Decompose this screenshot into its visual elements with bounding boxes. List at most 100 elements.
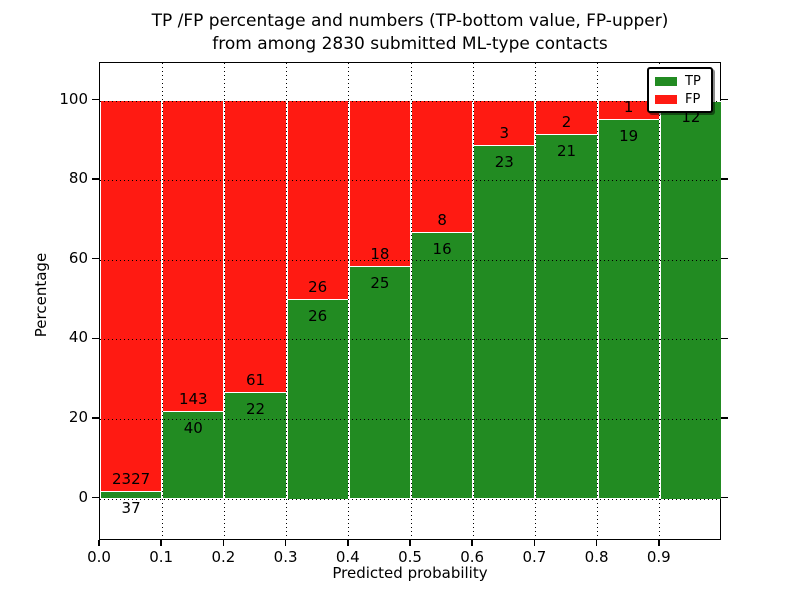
gridline-horizontal	[100, 100, 720, 102]
y-tick-mark	[92, 337, 99, 340]
bar-segment-tp	[163, 411, 224, 499]
bar-label-tp: 40	[183, 418, 203, 437]
x-tick-mark	[347, 540, 349, 546]
y-tick-mark	[721, 337, 728, 340]
chart-title-line-1: TP /FP percentage and numbers (TP-bottom…	[151, 11, 669, 31]
bar-label-fp: 2	[561, 113, 572, 132]
bar-label-fp: 1	[623, 98, 634, 117]
y-tick-mark	[721, 257, 728, 260]
legend-label-tp: TP	[685, 73, 701, 89]
bar-segment-tp	[474, 146, 535, 499]
bar-segment-fp	[536, 100, 597, 136]
bar-segment-tp	[287, 299, 348, 499]
y-tick-label: 40	[68, 328, 88, 347]
x-tick-mark	[222, 540, 225, 546]
x-tick-label: 0.8	[584, 548, 609, 566]
y-tick-label: 60	[68, 248, 88, 267]
x-tick-label: 0.7	[522, 548, 547, 566]
bar-segment-fp	[598, 100, 659, 121]
x-tick-label: 0.5	[398, 548, 422, 566]
bar-label-tp: 23	[494, 153, 514, 172]
x-tick-mark	[658, 540, 660, 546]
bar-segment-tp	[660, 100, 721, 499]
x-tick-mark	[471, 540, 473, 546]
y-tick-mark	[92, 417, 99, 419]
bar-segment-fp	[412, 100, 473, 234]
y-tick-mark	[92, 98, 99, 101]
gridline-vertical	[223, 63, 225, 539]
y-tick-mark	[721, 98, 728, 101]
gridline-vertical	[659, 63, 661, 539]
y-axis-label: Percentage	[32, 252, 50, 338]
bar-label-tp: 22	[245, 400, 266, 418]
gridline-horizontal	[100, 259, 720, 261]
y-tick-mark	[721, 496, 728, 499]
legend-label-fp: FP	[685, 91, 701, 107]
bar-segment-fp	[163, 100, 224, 412]
legend-swatch-fp-icon	[655, 94, 677, 104]
bar-segment-fp	[287, 100, 348, 300]
y-tick-mark	[721, 178, 728, 180]
bar-label-fp: 2327	[112, 470, 151, 489]
x-tick-label: 0.2	[211, 548, 236, 566]
bar-label-tp: 16	[432, 240, 452, 259]
gridline-vertical	[534, 63, 536, 539]
x-tick-label: 0.0	[87, 548, 111, 566]
bar-label-fp: 8	[437, 211, 447, 230]
gridline-vertical	[472, 63, 474, 539]
plot-area: 2327 37 143 40 61 22 26 26 18 25 8 16 3 23 2 21 1 19 12	[99, 62, 721, 540]
legend-swatch-tp-icon	[655, 76, 677, 86]
bar-segment-tp	[225, 393, 286, 499]
gridline-horizontal	[100, 339, 720, 341]
bar-label-fp: 18	[370, 245, 390, 264]
bar-segment-fp	[474, 100, 535, 147]
y-tick-mark	[92, 257, 99, 260]
bar-label-fp: 3	[499, 124, 510, 143]
x-tick-label: 0.1	[149, 548, 174, 566]
y-tick-label: 0	[78, 487, 88, 506]
gridline-vertical	[597, 63, 599, 539]
chart-title-line-2: from among 2830 submitted ML-type contac…	[212, 34, 608, 54]
bar-segment-tp	[412, 233, 473, 499]
gridline-vertical	[410, 63, 412, 539]
x-axis-label: Predicted probability	[332, 564, 488, 582]
bar-segment-tp	[536, 135, 597, 499]
y-tick-mark	[92, 496, 99, 499]
gridline-vertical	[286, 63, 288, 539]
y-tick-mark	[721, 417, 728, 419]
bar-label-fp: 26	[308, 277, 328, 296]
y-tick-label: 20	[68, 407, 88, 426]
legend: TP FP	[647, 67, 713, 113]
bar-label-tp: 26	[308, 306, 328, 325]
y-tick-mark	[92, 178, 99, 180]
y-tick-label: 80	[68, 169, 88, 188]
bar-segment-fp	[101, 100, 162, 493]
bar-segment-fp	[349, 100, 410, 268]
gridline-vertical	[161, 63, 163, 539]
bar-label-tp: 37	[121, 499, 141, 518]
gridline-vertical	[348, 63, 350, 539]
x-tick-mark	[284, 540, 287, 546]
y-tick-label: 100	[59, 89, 88, 108]
legend-item-tp: TP	[655, 74, 705, 89]
bar-segment-tp	[349, 267, 410, 499]
x-tick-mark	[533, 540, 536, 546]
bar-label-tp: 19	[619, 127, 639, 146]
bar-label-tp: 25	[370, 274, 390, 293]
legend-item-fp: FP	[655, 92, 705, 107]
bar-segment-fp	[225, 100, 286, 393]
x-tick-mark	[98, 540, 100, 546]
gridline-horizontal	[100, 180, 720, 182]
x-tick-label: 0.9	[646, 548, 671, 566]
x-tick-mark	[160, 540, 162, 546]
gridline-horizontal	[100, 498, 720, 500]
x-tick-label: 0.4	[335, 548, 360, 566]
bar-segment-tp	[598, 120, 659, 499]
x-tick-mark	[409, 540, 411, 546]
x-tick-mark	[595, 540, 598, 546]
gridline-horizontal	[100, 418, 720, 420]
x-tick-label: 0.6	[460, 548, 485, 566]
bar-segment-tp	[101, 492, 162, 499]
x-tick-label: 0.3	[273, 548, 298, 566]
